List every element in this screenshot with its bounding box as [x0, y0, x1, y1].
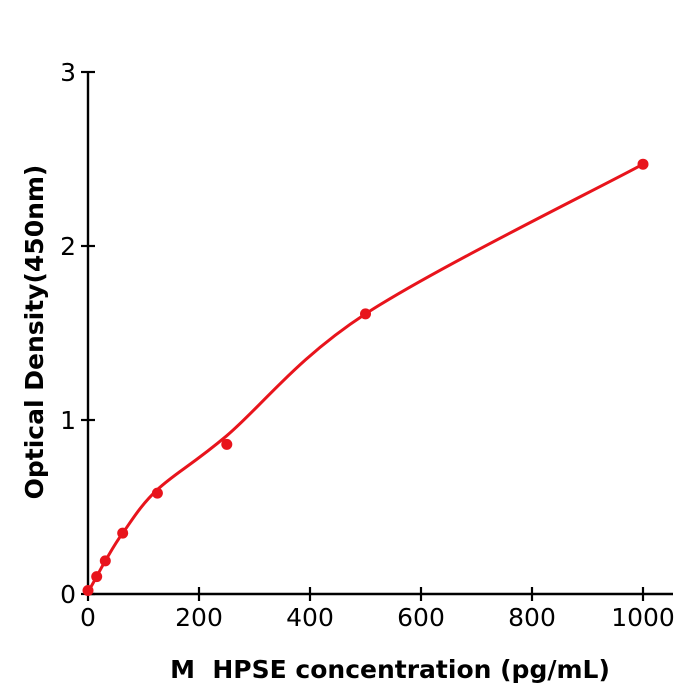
data-point — [117, 527, 129, 539]
data-point — [360, 308, 371, 320]
data-point — [99, 555, 111, 567]
x-tick-label: 200 — [175, 603, 223, 632]
x-tick-label: 800 — [508, 603, 556, 632]
data-layer — [82, 158, 649, 596]
fit-curve — [86, 162, 645, 594]
x-tick-label: 0 — [80, 603, 96, 632]
y-tick-label: 3 — [60, 58, 76, 87]
data-point — [151, 487, 163, 499]
y-tick-label: 0 — [60, 580, 76, 609]
y-tick-label: 2 — [60, 232, 76, 261]
data-point — [91, 571, 103, 583]
data-point — [221, 438, 233, 450]
x-tick-label: 600 — [397, 603, 445, 632]
x-axis-title: M HPSE concentration (pg/mL) — [170, 655, 610, 684]
x-tick-label: 400 — [286, 603, 334, 632]
y-axis-title: Optical Density(450nm) — [20, 165, 49, 500]
data-point — [637, 158, 649, 170]
y-tick-label: 1 — [60, 406, 76, 435]
x-tick-label: 1000 — [611, 603, 675, 632]
axes-layer: 0 200 400 600 800 1000 0 1 2 3 — [60, 58, 675, 632]
data-point — [82, 585, 94, 596]
